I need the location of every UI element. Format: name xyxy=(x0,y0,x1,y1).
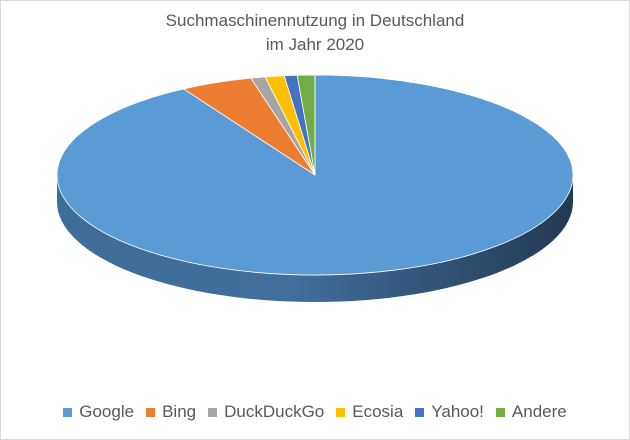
legend-swatch xyxy=(63,407,73,417)
pie-top-surface xyxy=(56,74,574,276)
legend-label: Andere xyxy=(511,402,567,421)
pie-side-google xyxy=(57,175,573,302)
pie-side-wall xyxy=(57,175,573,302)
legend-item-bing: Bing xyxy=(146,402,196,422)
legend-item-andere: Andere xyxy=(495,402,567,422)
legend-label: Bing xyxy=(162,402,197,421)
legend-swatch xyxy=(415,407,425,417)
legend-item-ecosia: Ecosia xyxy=(336,402,403,422)
legend: Google Bing DuckDuckGo Ecosia Yahoo! Andere xyxy=(0,402,630,422)
legend-label: Ecosia xyxy=(352,402,404,421)
legend-label: Yahoo! xyxy=(431,402,484,421)
legend-item-google: Google xyxy=(63,402,134,422)
legend-label: Google xyxy=(79,402,135,421)
legend-item-duckduckgo: DuckDuckGo xyxy=(208,402,324,422)
legend-swatch xyxy=(146,407,156,417)
legend-label: DuckDuckGo xyxy=(224,402,325,421)
legend-swatch xyxy=(336,407,346,417)
legend-item-yahoo: Yahoo! xyxy=(415,402,484,422)
chart-title: Suchmaschinennutzung in Deutschland xyxy=(165,11,465,30)
legend-swatch xyxy=(495,407,505,417)
pie-slice-andere xyxy=(296,74,316,176)
legend-swatch xyxy=(208,407,218,417)
chart-title-block: Suchmaschinennutzung in Deutschland im J… xyxy=(0,9,630,57)
chart-subtitle: im Jahr 2020 xyxy=(265,35,365,54)
